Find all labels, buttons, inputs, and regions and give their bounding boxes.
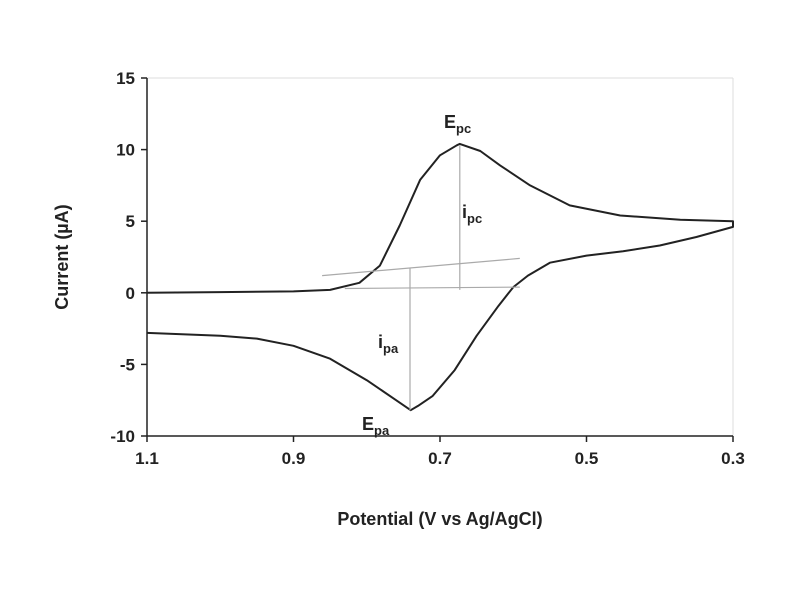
x-tick-label: 0.9 [282, 449, 306, 468]
annotation: Epc [444, 112, 471, 136]
x-tick-label: 0.3 [721, 449, 745, 468]
x-tick-label: 0.7 [428, 449, 452, 468]
y-tick-label: 15 [116, 69, 135, 88]
reference-line [344, 286, 520, 290]
x-tick-label: 0.5 [575, 449, 599, 468]
annotation: ipc [462, 202, 482, 226]
y-tick-label: 5 [126, 212, 135, 231]
annotation-text: E [444, 112, 456, 132]
reference-line [322, 257, 520, 277]
y-tick-label: -10 [110, 427, 135, 446]
annotation-subscript: pc [456, 121, 471, 136]
annotation: ipa [378, 332, 399, 356]
y-tick-label: 0 [126, 284, 135, 303]
annotation-subscript: pa [383, 341, 399, 356]
annotation: Epa [362, 414, 390, 438]
annotation-subscript: pa [374, 423, 390, 438]
y-tick-label: 10 [116, 141, 135, 160]
annotation-text: i [378, 332, 383, 352]
annotation-text: E [362, 414, 374, 434]
annotation-text: i [462, 202, 467, 222]
y-tick-label: -5 [120, 355, 135, 374]
annotation-subscript: pc [467, 211, 482, 226]
x-axis-title: Potential (V vs Ag/AgCl) [337, 509, 542, 529]
x-tick-label: 1.1 [135, 449, 159, 468]
y-axis-title: Current (µA) [52, 204, 72, 309]
cv-curve [146, 142, 734, 412]
